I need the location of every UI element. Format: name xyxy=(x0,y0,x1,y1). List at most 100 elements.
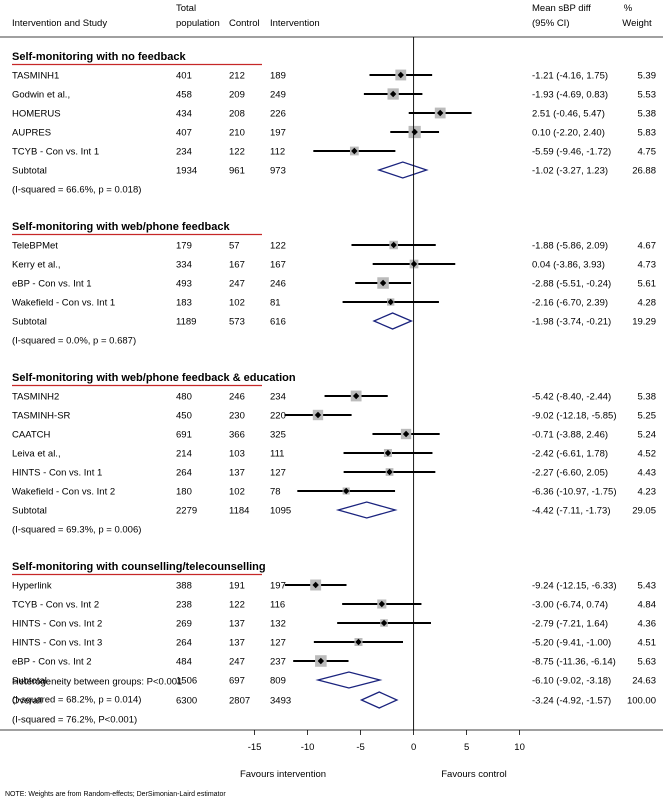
study-row-intervention: 197 xyxy=(270,128,286,139)
overall-diamond xyxy=(359,691,399,709)
study-row-control: 208 xyxy=(229,109,245,120)
study-row-control: 137 xyxy=(229,468,245,479)
subtotal-row-ci-text: -1.02 (-3.27, 1.23) xyxy=(532,166,608,177)
study-row-total: 334 xyxy=(176,260,192,271)
study-row-intervention: 127 xyxy=(270,638,286,649)
x-tick-label: -10 xyxy=(301,742,315,753)
header-weight-line2: Weight xyxy=(622,18,652,29)
study-row-intervention: 132 xyxy=(270,619,286,630)
study-row-weight: 5.83 xyxy=(638,128,657,139)
study-row-weight: 5.24 xyxy=(638,430,657,441)
subtotal-row-control: 697 xyxy=(229,676,245,687)
point-estimate xyxy=(389,90,397,98)
point-estimate xyxy=(355,638,362,646)
point-estimate xyxy=(397,71,404,79)
study-row-ci-text: -5.42 (-8.40, -2.44) xyxy=(532,392,611,403)
study-row-label: TeleBPMet xyxy=(12,241,58,252)
point-estimate xyxy=(314,411,322,419)
point-estimate xyxy=(379,279,387,287)
study-row-control: 230 xyxy=(229,411,245,422)
header-control: Control xyxy=(229,18,260,29)
study-row-total: 484 xyxy=(176,657,192,668)
study-row-intervention: 78 xyxy=(270,487,281,498)
study-row-control: 247 xyxy=(229,279,245,290)
study-row-label: TCYB - Con vs. Int 1 xyxy=(12,147,99,158)
group-title-2: Self-monitoring with web/phone feedback xyxy=(12,221,230,233)
study-row-label: HINTS - Con vs. Int 1 xyxy=(12,468,102,479)
study-row-ci-text: -9.02 (-12.18, -5.85) xyxy=(532,411,617,422)
study-row-label: Wakefield - Con vs. Int 2 xyxy=(12,487,115,498)
study-row-weight: 4.67 xyxy=(638,241,657,252)
subtotal-row-intervention: 616 xyxy=(270,317,286,328)
header-intervention: Intervention xyxy=(270,18,320,29)
x-tick-label: 10 xyxy=(514,742,525,753)
subtotal-row-control: 961 xyxy=(229,166,245,177)
study-row-weight: 5.38 xyxy=(638,109,657,120)
study-row-intervention: 325 xyxy=(270,430,286,441)
subtotal-row-weight: 26.88 xyxy=(632,166,656,177)
study-row-ci-text: -0.71 (-3.88, 2.46) xyxy=(532,430,608,441)
study-row-intervention: 167 xyxy=(270,260,286,271)
study-row-control: 122 xyxy=(229,147,245,158)
study-row-weight: 5.43 xyxy=(638,581,657,592)
subtotal-row-weight: 24.63 xyxy=(632,676,656,687)
x-tick-label: -15 xyxy=(248,742,262,753)
study-row-intervention: 116 xyxy=(270,600,285,611)
group-title-3: Self-monitoring with web/phone feedback … xyxy=(12,372,296,384)
subtotal-row-intervention: 1095 xyxy=(270,506,291,517)
point-estimate xyxy=(384,449,392,457)
study-row-weight: 5.63 xyxy=(638,657,657,668)
point-estimate xyxy=(342,487,350,495)
study-row-total: 450 xyxy=(176,411,192,422)
study-row-label: TCYB - Con vs. Int 2 xyxy=(12,600,99,611)
favours-left-label: Favours intervention xyxy=(240,769,326,780)
x-axis: -15 -10 -5 0 5 10 xyxy=(248,37,525,753)
study-row-weight: 4.28 xyxy=(638,298,657,309)
study-row-intervention: 197 xyxy=(270,581,286,592)
subtotal-row-ci-text: -6.10 (-9.02, -3.18) xyxy=(532,676,611,687)
study-row-ci-text: -3.00 (-6.74, 0.74) xyxy=(532,600,608,611)
study-row-intervention: 237 xyxy=(270,657,286,668)
study-row-ci-text: -2.27 (-6.60, 2.05) xyxy=(532,468,608,479)
point-estimate xyxy=(378,600,385,608)
study-row-label: Hyperlink xyxy=(12,581,52,592)
study-row-weight: 4.52 xyxy=(638,449,657,460)
subtotal-row-control: 1184 xyxy=(229,506,249,517)
subtotal-row-label: Subtotal xyxy=(12,166,47,177)
x-tick-label: -5 xyxy=(356,742,364,753)
study-row-control: 191 xyxy=(229,581,245,592)
study-row-label: Godwin et al., xyxy=(12,90,70,101)
overall-row-label: Overall xyxy=(12,696,42,707)
study-row-intervention: 220 xyxy=(270,411,286,422)
study-row-total: 264 xyxy=(176,468,192,479)
subtotal-row-total: 1934 xyxy=(176,166,197,177)
study-row-ci-text: -2.16 (-6.70, 2.39) xyxy=(532,298,608,309)
header-total-line1: Total xyxy=(176,3,196,14)
overall-row-total: 6300 xyxy=(176,696,197,707)
overall-heterogeneity-text: (I-squared = 76.2%, P<0.001) xyxy=(12,715,137,726)
study-row-control: 122 xyxy=(229,600,245,611)
study-row-label: TASMINH1 xyxy=(12,71,59,82)
forest-rows: Self-monitoring with no feedback TASMINH1… xyxy=(12,51,656,726)
header-effect-line2: (95% CI) xyxy=(532,18,569,29)
study-row-weight: 5.53 xyxy=(638,90,657,101)
header-study: Intervention and Study xyxy=(12,18,107,29)
study-row-control: 102 xyxy=(229,298,245,309)
study-row-label: HOMERUS xyxy=(12,109,61,120)
subtotal-row-weight: 29.05 xyxy=(632,506,656,517)
favours-right-label: Favours control xyxy=(441,769,506,780)
study-row-ci-text: -2.79 (-7.21, 1.64) xyxy=(532,619,608,630)
weights-note: NOTE: Weights are from Random-effects; D… xyxy=(5,791,226,798)
subtotal-row-ci-text: -4.42 (-7.11, -1.73) xyxy=(532,506,611,517)
study-row-label: Leiva et al., xyxy=(12,449,61,460)
study-row-weight: 5.25 xyxy=(638,411,657,422)
header-weight-line1: % xyxy=(624,3,633,14)
heterogeneity-text: (I-squared = 68.2%, p = 0.014) xyxy=(12,695,141,706)
study-row-intervention: 189 xyxy=(270,71,286,82)
study-row-label: TASMINH2 xyxy=(12,392,59,403)
study-row-total: 179 xyxy=(176,241,192,252)
study-row-total: 493 xyxy=(176,279,192,290)
study-row-weight: 4.43 xyxy=(638,468,657,479)
group-title-4: Self-monitoring with counselling/telecou… xyxy=(12,561,266,573)
